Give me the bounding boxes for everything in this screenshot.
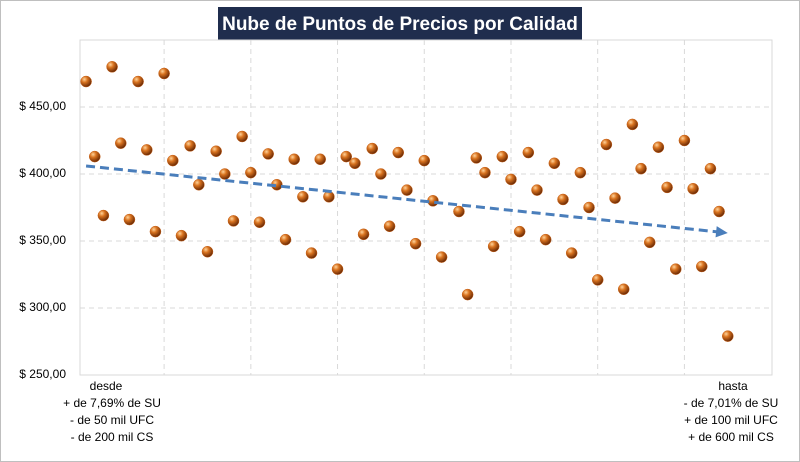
- point: [600, 138, 613, 151]
- point: [175, 229, 188, 242]
- point: [305, 247, 318, 259]
- point: [635, 162, 647, 175]
- annotation-left: - de 200 mil CS: [71, 430, 154, 444]
- point: [539, 233, 552, 246]
- point: [210, 145, 222, 157]
- annotation-right: + de 600 mil CS: [688, 430, 774, 444]
- point: [331, 263, 344, 275]
- point: [461, 288, 474, 301]
- point: [123, 213, 136, 226]
- point: [565, 247, 578, 259]
- annotation-right: - de 7,01% de SU: [684, 396, 779, 410]
- point: [435, 251, 448, 263]
- point: [531, 184, 543, 196]
- point: [158, 67, 170, 80]
- point: [106, 61, 118, 73]
- point: [617, 283, 630, 295]
- point: [678, 134, 691, 147]
- point: [643, 236, 656, 249]
- point: [383, 220, 396, 233]
- point: [297, 191, 309, 203]
- point: [366, 142, 378, 155]
- point: [591, 274, 604, 286]
- point: [557, 193, 569, 206]
- point: [167, 154, 179, 167]
- point: [626, 118, 639, 131]
- point: [236, 130, 248, 143]
- point: [696, 260, 708, 273]
- point: [288, 153, 300, 166]
- point: [496, 150, 509, 163]
- point: [184, 140, 196, 152]
- annotation-right: hasta: [718, 379, 748, 393]
- point: [219, 168, 231, 180]
- point: [115, 137, 127, 149]
- point: [418, 154, 431, 167]
- point: [713, 205, 725, 218]
- point: [574, 166, 587, 179]
- point: [88, 150, 101, 163]
- point: [669, 263, 682, 275]
- title-box: [218, 7, 582, 41]
- point: [201, 245, 214, 258]
- y-tick-label: $ 450,00: [19, 99, 66, 113]
- point: [401, 184, 413, 196]
- trendline: [85, 164, 719, 234]
- point: [314, 153, 326, 166]
- point: [479, 166, 491, 179]
- point: [357, 228, 370, 241]
- point: [722, 330, 734, 342]
- point: [704, 162, 717, 175]
- point: [132, 75, 144, 88]
- y-tick-label: $ 250,00: [19, 367, 66, 381]
- point: [141, 144, 153, 156]
- point: [522, 146, 535, 159]
- point: [375, 168, 387, 180]
- y-tick-label: $ 300,00: [19, 300, 66, 314]
- point: [193, 178, 205, 191]
- point: [227, 215, 240, 227]
- point: [470, 152, 483, 164]
- point: [392, 146, 405, 159]
- point: [253, 216, 266, 228]
- point: [340, 150, 352, 163]
- point: [97, 209, 110, 222]
- chart-title: Nube de Puntos de Precios por Calidad: [222, 14, 578, 35]
- point: [409, 237, 422, 250]
- y-tick-label: $ 350,00: [19, 233, 66, 247]
- annotation-left: - de 50 mil UFC: [70, 413, 154, 427]
- annotation-left: + de 7,69% de SU: [63, 396, 161, 410]
- point: [505, 173, 517, 186]
- trendline-arrow: [715, 226, 728, 238]
- plot-area: [79, 39, 773, 376]
- point: [687, 182, 699, 195]
- point: [80, 75, 92, 88]
- point: [149, 225, 162, 238]
- point: [583, 201, 595, 214]
- y-tick-label: $ 400,00: [19, 166, 66, 180]
- point: [548, 157, 561, 170]
- point: [245, 166, 257, 179]
- point: [609, 192, 621, 204]
- point: [323, 191, 335, 203]
- annotation-right: + de 100 mil UFC: [684, 413, 778, 427]
- point: [652, 141, 665, 153]
- point: [487, 240, 500, 253]
- point: [513, 225, 526, 238]
- point: [262, 148, 274, 160]
- annotation-left: desde: [90, 379, 123, 393]
- point: [661, 181, 673, 194]
- point: [279, 233, 292, 246]
- point: [349, 157, 361, 170]
- point: [453, 205, 465, 218]
